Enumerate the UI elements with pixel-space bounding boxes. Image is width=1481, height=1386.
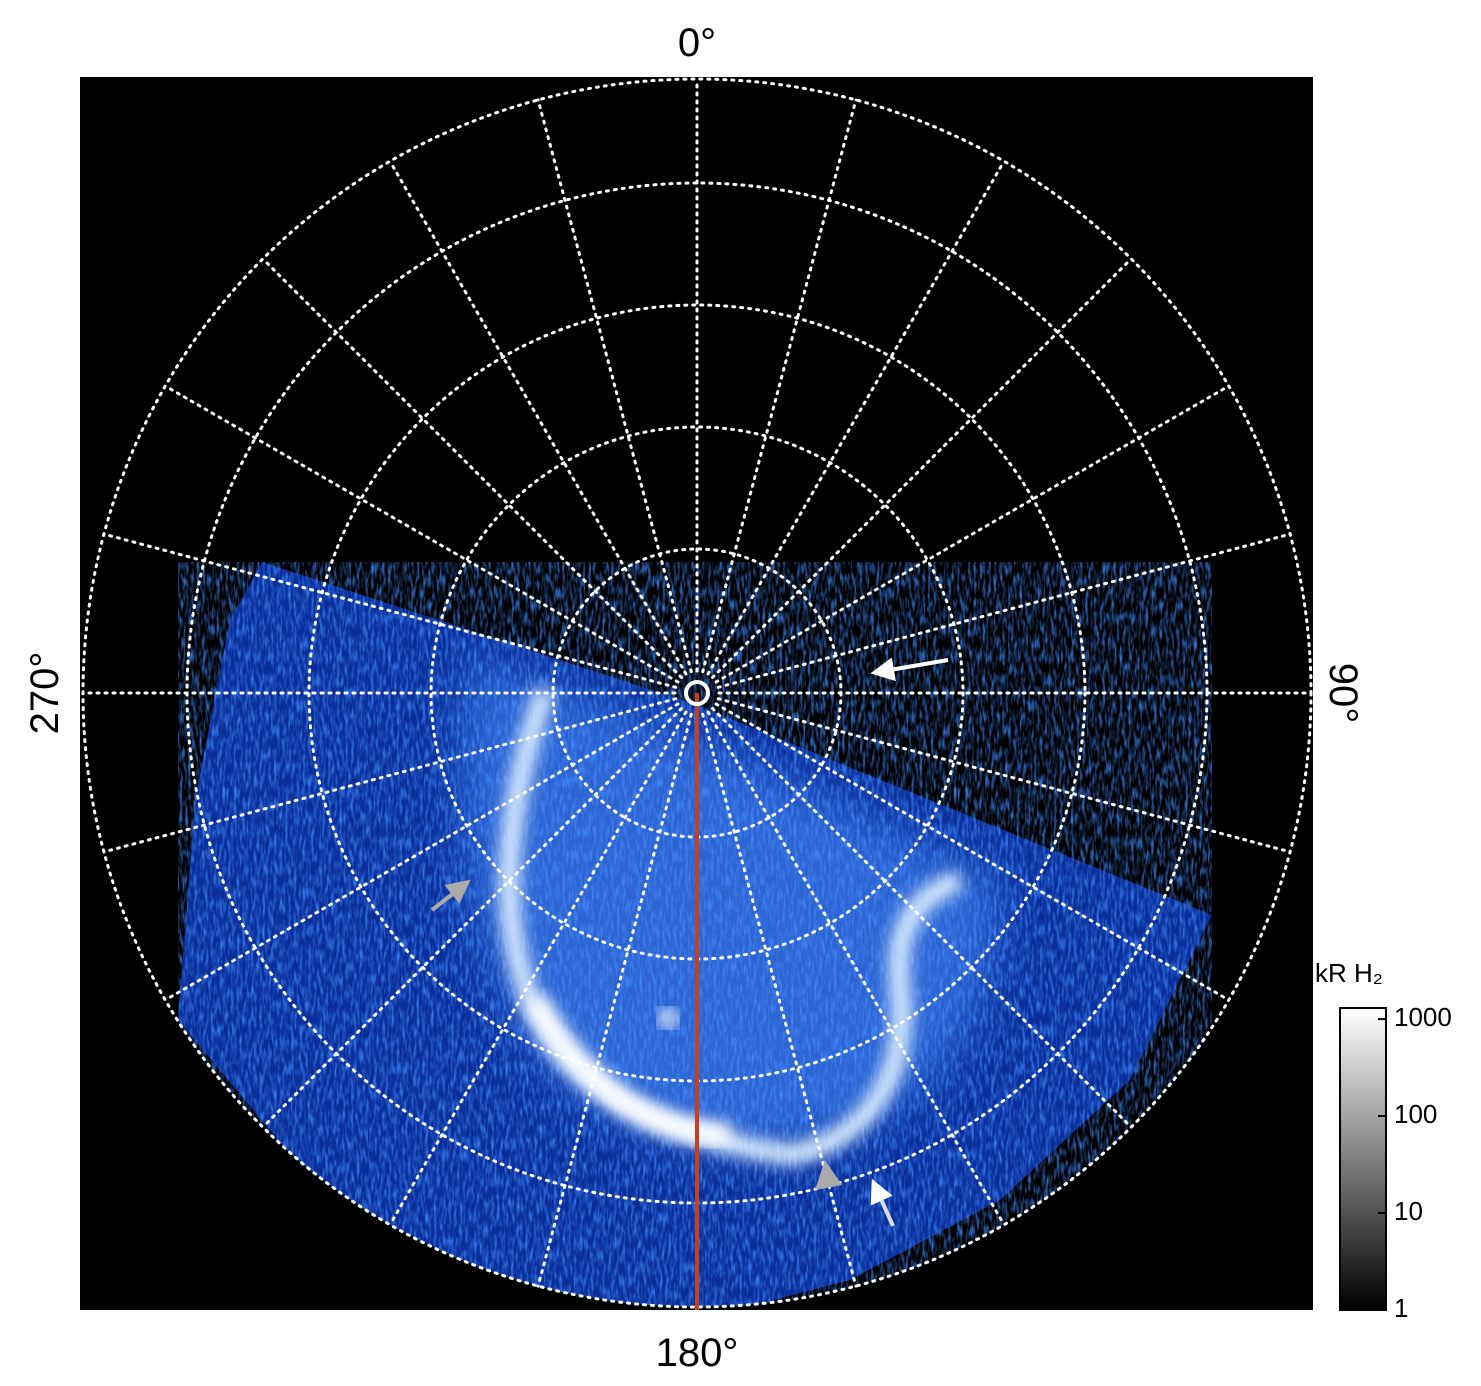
colorbar-tick-label: 10	[1394, 1196, 1423, 1226]
pole-marker	[684, 680, 710, 706]
grid-spoke	[706, 710, 1006, 1227]
axis-label-top: 0°	[678, 21, 716, 65]
colorbar-label: kR H₂	[1315, 958, 1383, 988]
arrow	[870, 1178, 895, 1227]
axis-label-bottom: 180°	[656, 1331, 739, 1375]
axis-label-left: 270°	[23, 652, 67, 735]
colorbar-tick-label: 1000	[1394, 1002, 1452, 1032]
grid-spoke	[102, 697, 678, 854]
grid-ring	[81, 77, 1313, 1309]
colorbar-tick-label: 100	[1394, 1099, 1437, 1129]
grid-spoke	[714, 384, 1231, 684]
colorbar	[1339, 1007, 1387, 1311]
colorbar-ticks: 1 10 100 1000	[1378, 1002, 1452, 1323]
bright-spot	[658, 1008, 678, 1028]
grid-spoke	[701, 712, 858, 1288]
grid-spoke	[102, 532, 678, 689]
grid-spoke	[701, 98, 858, 674]
grid-spoke	[261, 707, 683, 1129]
grid-spoke	[388, 159, 688, 676]
grid-spoke	[716, 697, 1292, 854]
grid-spoke	[714, 702, 1231, 1002]
colorbar-tick-label: 1	[1394, 1293, 1408, 1323]
aurora-image	[81, 77, 1313, 1310]
inner-glow	[462, 660, 1001, 1146]
grid-spoke	[711, 707, 1133, 1129]
arrow	[430, 879, 471, 912]
axis-label-right: 90°	[1321, 663, 1365, 724]
grid-spoke	[706, 159, 1006, 676]
grid-spoke	[163, 702, 680, 1002]
grid-spoke	[261, 257, 683, 679]
grid-spoke	[163, 384, 680, 684]
grid-spoke	[536, 712, 693, 1288]
grid-spoke	[716, 532, 1292, 689]
grid-spoke	[388, 710, 688, 1227]
grid-spoke	[711, 257, 1133, 679]
arrow	[870, 657, 949, 682]
arrowhead	[815, 1160, 842, 1190]
main-oval	[499, 686, 964, 1166]
grid-spoke	[536, 98, 693, 674]
